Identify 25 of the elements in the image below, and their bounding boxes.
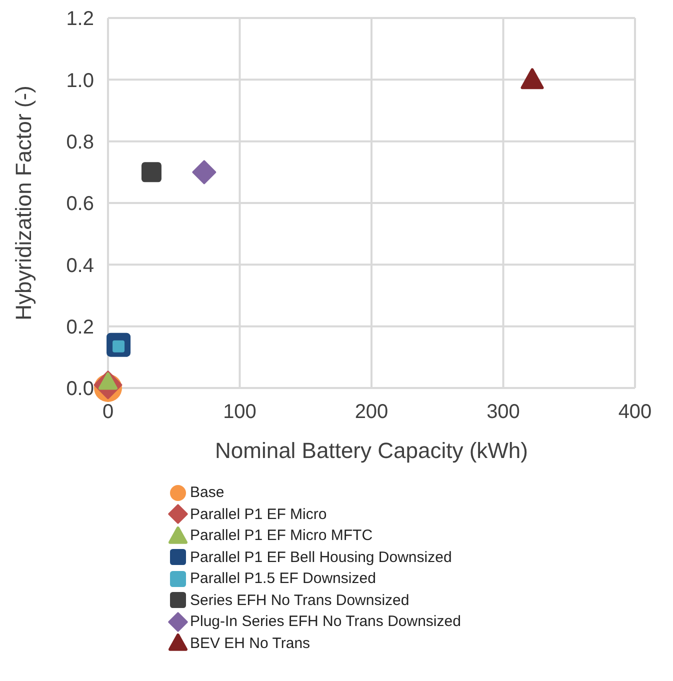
y-tick-label: 1.2 bbox=[66, 8, 94, 30]
x-tick-label: 200 bbox=[354, 401, 388, 423]
y-tick-label: 0.6 bbox=[66, 193, 94, 216]
legend-label: Parallel P1.5 EF Downsized bbox=[190, 570, 376, 588]
x-axis-title: Nominal Battery Capacity (kWh) bbox=[215, 438, 528, 463]
point bbox=[192, 160, 216, 184]
point bbox=[520, 68, 544, 90]
legend-label: Plug-In Series EFH No Trans Downsized bbox=[190, 613, 461, 630]
legend-label: Parallel P1 EF Micro bbox=[190, 506, 327, 523]
y-tick-label: 0.4 bbox=[66, 254, 94, 277]
y-tick-label: 0.2 bbox=[66, 316, 94, 338]
y-tick-label: 0.0 bbox=[66, 378, 94, 400]
point bbox=[141, 162, 162, 182]
legend-label: Series EFH No Trans Downsized bbox=[190, 592, 410, 609]
legend-label: Parallel P1 EF Micro MFTC bbox=[190, 527, 373, 544]
legend-label: BEV EH No Trans bbox=[190, 634, 310, 652]
y-tick-label: 1.0 bbox=[66, 70, 94, 92]
x-tick-label: 400 bbox=[618, 401, 652, 423]
legend-label: Base bbox=[190, 484, 224, 502]
x-tick-label: 300 bbox=[486, 401, 520, 423]
y-tick-label: 0.8 bbox=[66, 131, 94, 154]
x-tick-label: 100 bbox=[223, 401, 256, 423]
x-tick-label: 0 bbox=[102, 401, 114, 423]
y-axis-title: Hybyridization Factor (-) bbox=[10, 86, 36, 320]
legend-label: Parallel P1 EF Bell Housing Downsized bbox=[190, 548, 452, 566]
